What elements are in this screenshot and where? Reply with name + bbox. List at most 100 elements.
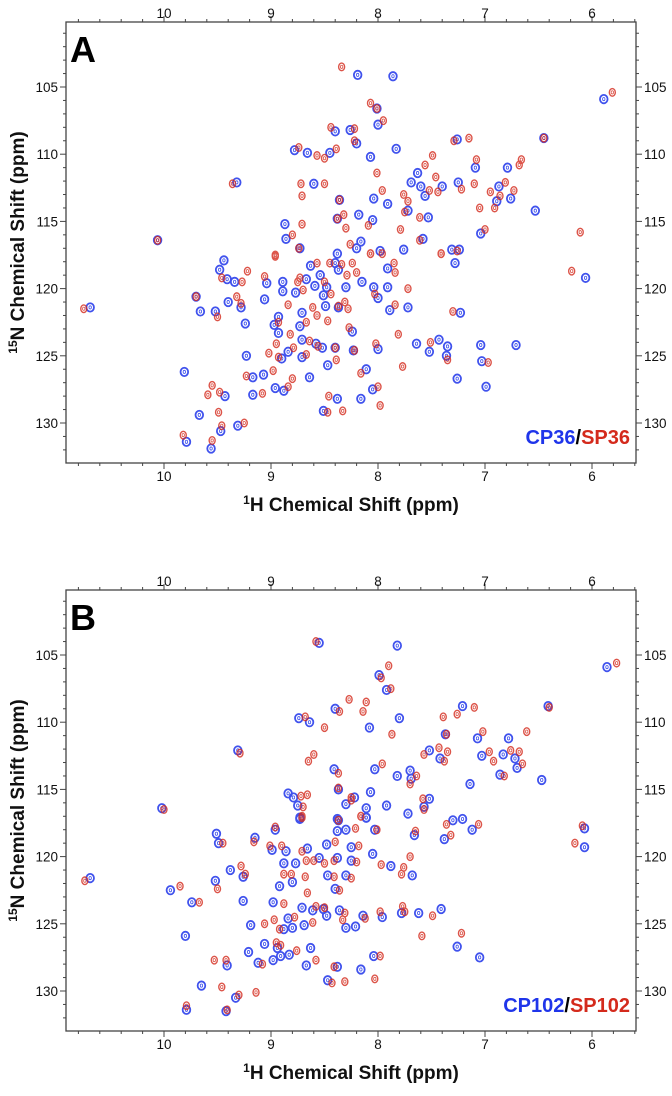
peak-sp102 xyxy=(222,955,230,965)
peak-sp102 xyxy=(304,756,313,766)
peak-sp102 xyxy=(213,884,222,894)
peak-cp36 xyxy=(505,193,516,204)
peak-contour-inner xyxy=(239,301,243,306)
peak-contour-inner xyxy=(376,296,380,301)
peak-contour-outer xyxy=(233,420,243,431)
peak-contour-outer xyxy=(371,974,379,984)
peak-sp36 xyxy=(338,406,347,416)
peak-contour-inner xyxy=(297,145,301,150)
peak-contour-outer xyxy=(425,185,434,195)
peak-contour-outer xyxy=(258,369,269,380)
peak-contour-outer xyxy=(391,267,399,277)
peak-sp36 xyxy=(404,196,412,206)
peak-contour-outer xyxy=(182,1001,191,1011)
peak-contour-inner xyxy=(428,340,433,345)
peak-contour-inner xyxy=(225,1007,229,1012)
peak-contour-outer xyxy=(346,239,354,249)
peak-contour-outer xyxy=(243,946,254,958)
peak-contour-inner xyxy=(406,286,410,291)
peak-contour-inner xyxy=(240,279,244,284)
peak-contour-inner xyxy=(344,226,348,231)
peak-sp36 xyxy=(272,339,281,349)
peak-contour-inner xyxy=(408,782,412,787)
peak-contour-outer xyxy=(240,318,251,329)
peak-contour-outer xyxy=(373,825,381,835)
peak-sp102 xyxy=(347,873,355,883)
x-axis-title: 1H Chemical Shift (ppm) xyxy=(243,493,459,516)
peak-sp102 xyxy=(406,779,414,789)
y-tick-label-right: 130 xyxy=(644,984,667,999)
peak-sp102 xyxy=(298,813,306,823)
peak-contour-outer xyxy=(494,181,504,192)
peak-contour-outer xyxy=(292,946,301,956)
peak-contour-inner xyxy=(315,261,319,266)
peak-contour-inner xyxy=(251,392,255,397)
peak-contour-inner xyxy=(451,818,455,823)
peak-sp36 xyxy=(472,155,481,165)
peak-contour-outer xyxy=(330,703,340,714)
peak-cp36 xyxy=(301,274,312,285)
peak-contour-inner xyxy=(279,943,283,948)
peak-contour-inner xyxy=(380,251,384,256)
peak-sp36 xyxy=(352,267,361,277)
peak-contour-outer xyxy=(283,913,293,924)
peak-sp102 xyxy=(440,756,449,766)
peak-contour-inner xyxy=(273,825,277,830)
peak-contour-outer xyxy=(341,922,351,933)
peak-contour-inner xyxy=(580,823,584,828)
peak-cp102 xyxy=(477,750,487,761)
peak-cp102 xyxy=(361,803,371,814)
peak-contour-outer xyxy=(378,249,386,259)
y-tick-label-right: 125 xyxy=(644,917,667,932)
peak-contour-inner xyxy=(300,815,304,820)
peak-contour-inner xyxy=(455,248,459,253)
peak-contour-outer xyxy=(290,858,301,869)
peak-contour-inner xyxy=(459,187,464,192)
peak-contour-outer xyxy=(309,178,319,189)
peak-sp36 xyxy=(327,122,335,132)
peak-sp102 xyxy=(303,888,312,898)
peak-contour-outer xyxy=(381,800,392,811)
peak-sp102 xyxy=(347,792,355,802)
peak-contour-inner xyxy=(430,153,435,158)
y-tick-label-left: 120 xyxy=(35,850,58,865)
peak-sp102 xyxy=(272,938,281,948)
peak-contour-inner xyxy=(260,962,265,967)
peak-sp36 xyxy=(298,219,306,229)
peak-contour-inner xyxy=(88,876,92,881)
peak-sp36 xyxy=(449,306,457,316)
peak-contour-inner xyxy=(291,345,296,350)
peak-contour-inner xyxy=(276,355,281,360)
peak-sp102 xyxy=(334,783,343,793)
peak-contour-outer xyxy=(498,749,508,760)
peak-sp102 xyxy=(479,727,487,737)
peak-contour-outer xyxy=(268,954,278,966)
peak-contour-inner xyxy=(388,308,392,313)
peak-sp36 xyxy=(345,323,353,333)
peak-sp36 xyxy=(416,212,424,222)
peak-contour-inner xyxy=(414,773,419,778)
peak-contour-outer xyxy=(369,282,379,293)
peak-sp102 xyxy=(578,821,587,831)
peak-contour-outer xyxy=(365,786,376,798)
peak-contour-inner xyxy=(312,181,316,186)
peak-sp102 xyxy=(361,913,369,923)
x-axis-title-sup: 1 xyxy=(243,1061,250,1075)
peak-contour-inner xyxy=(340,64,344,69)
peak-contour-outer xyxy=(439,834,450,845)
peak-contour-outer xyxy=(260,919,269,929)
peak-contour-outer xyxy=(274,317,283,327)
peak-contour-outer xyxy=(181,436,192,447)
peak-contour-outer xyxy=(337,62,346,72)
peak-contour-inner xyxy=(311,920,315,925)
peak-contour-outer xyxy=(160,805,168,815)
peak-contour-outer xyxy=(327,122,335,132)
peak-sp36 xyxy=(265,348,273,358)
peak-sp36 xyxy=(288,230,297,240)
peak-contour-inner xyxy=(427,748,431,753)
peak-sp102 xyxy=(303,790,312,800)
peak-contour-outer xyxy=(242,371,251,381)
peak-contour-inner xyxy=(354,141,359,146)
peak-contour-outer xyxy=(392,640,402,651)
peak-contour-outer xyxy=(293,800,303,811)
